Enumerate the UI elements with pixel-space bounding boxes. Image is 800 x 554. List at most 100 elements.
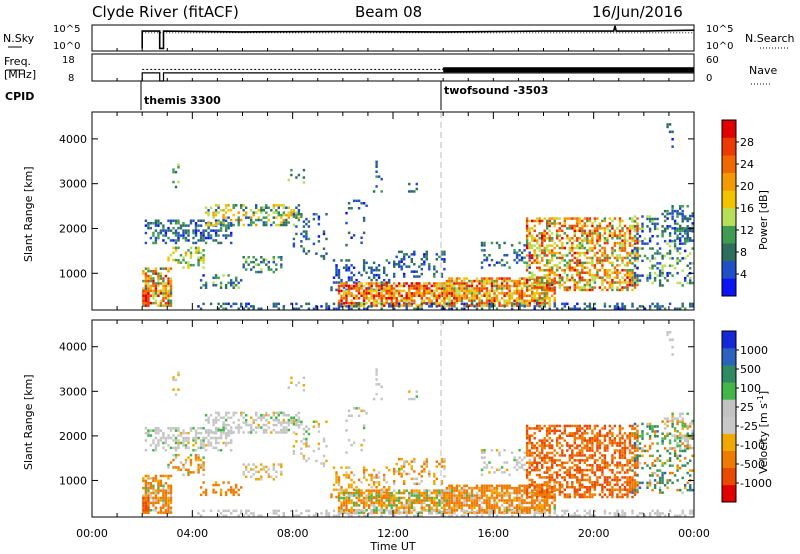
- power-echo-pixel: [578, 237, 581, 240]
- power-echo-pixel: [586, 234, 589, 237]
- power-echo-pixel: [679, 281, 682, 285]
- power-echo-pixel: [573, 269, 576, 272]
- power-echo-pixel: [455, 277, 459, 280]
- power-echo-pixel: [571, 241, 574, 245]
- power-echo-pixel: [337, 307, 341, 310]
- power-echo-pixel: [408, 182, 411, 186]
- velocity-echo-pixel: [568, 486, 571, 489]
- power-echo-pixel: [636, 227, 639, 230]
- power-echo-pixel: [666, 209, 669, 213]
- velocity-echo-pixel: [515, 494, 519, 497]
- power-echo-pixel: [212, 276, 215, 280]
- power-echo-pixel: [383, 269, 386, 272]
- power-echo-pixel: [616, 254, 619, 257]
- power-echo-pixel: [182, 224, 185, 227]
- power-echo-pixel: [408, 299, 411, 302]
- power-echo-pixel: [335, 307, 338, 310]
- velocity-echo-pixel: [184, 444, 188, 447]
- power-echo-pixel: [172, 251, 175, 254]
- velocity-echo-pixel: [556, 473, 559, 477]
- power-echo-pixel: [257, 209, 260, 212]
- velocity-echo-pixel: [292, 449, 296, 453]
- velocity-echo-pixel: [488, 484, 491, 487]
- velocity-echo-pixel: [543, 439, 546, 442]
- velocity-echo-pixel: [563, 454, 566, 457]
- power-echo-pixel: [583, 286, 586, 289]
- power-echo-pixel: [390, 297, 393, 300]
- velocity-echo-pixel: [280, 470, 283, 474]
- velocity-echo-pixel: [493, 496, 496, 500]
- velocity-echo-pixel: [237, 428, 240, 432]
- velocity-echo-pixel: [548, 481, 551, 484]
- velocity-echo-pixel: [367, 493, 371, 496]
- power-echo-pixel: [493, 299, 496, 302]
- power-echo-pixel: [593, 266, 597, 269]
- velocity-echo-pixel: [470, 506, 474, 509]
- power-echo-pixel: [362, 219, 366, 222]
- power-echo-pixel: [443, 284, 446, 288]
- velocity-echo-pixel: [347, 486, 351, 489]
- power-echo-pixel: [608, 232, 612, 235]
- power-echo-pixel: [510, 307, 514, 310]
- power-echo-pixel: [415, 182, 418, 186]
- power-echo-pixel: [528, 299, 531, 302]
- power-echo-pixel: [325, 305, 328, 308]
- power-echo-pixel: [440, 253, 444, 256]
- power-echo-pixel: [327, 305, 331, 308]
- velocity-echo-pixel: [480, 456, 484, 459]
- power-echo-pixel: [425, 284, 428, 288]
- power-echo-pixel: [172, 246, 175, 250]
- power-echo-pixel: [531, 239, 534, 242]
- velocity-echo-pixel: [147, 506, 150, 509]
- power-echo-pixel: [508, 287, 511, 290]
- power-echo-pixel: [164, 267, 168, 270]
- power-echo-pixel: [611, 224, 614, 228]
- velocity-echo-pixel: [546, 427, 549, 430]
- power-echo-pixel: [541, 297, 544, 300]
- power-echo-pixel: [242, 263, 245, 266]
- velocity-echo-pixel: [367, 499, 371, 502]
- power-echo-pixel: [232, 213, 235, 217]
- power-echo-pixel: [169, 304, 173, 307]
- velocity-echo-pixel: [463, 491, 466, 495]
- power-echo-pixel: [438, 287, 441, 290]
- velocity-echo-pixel: [230, 439, 233, 442]
- power-echo-pixel: [626, 239, 629, 242]
- power-echo-pixel: [548, 279, 551, 283]
- power-echo-pixel: [681, 242, 684, 245]
- velocity-echo-pixel: [260, 426, 263, 429]
- power-echo-pixel: [468, 292, 471, 295]
- velocity-echo-pixel: [192, 427, 195, 430]
- power-echo-pixel: [410, 282, 413, 285]
- power-echo-pixel: [563, 232, 566, 235]
- power-echo-pixel: [520, 299, 524, 302]
- power-echo-pixel: [668, 252, 672, 255]
- velocity-echo-pixel: [531, 444, 534, 447]
- power-echo-pixel: [265, 223, 268, 227]
- power-echo-pixel: [571, 273, 574, 277]
- power-echo-pixel: [656, 222, 659, 226]
- power-echo-pixel: [618, 244, 622, 247]
- power-echo-pixel: [568, 237, 571, 240]
- power-echo-pixel: [566, 278, 569, 282]
- velocity-echo-pixel: [553, 489, 556, 492]
- velocity-echo-pixel: [541, 446, 544, 450]
- power-echo-pixel: [282, 206, 285, 209]
- power-echo-pixel: [543, 232, 546, 235]
- power-echo-pixel: [453, 284, 456, 288]
- power-echo-pixel: [676, 229, 679, 233]
- power-echo-pixel: [292, 215, 296, 218]
- velocity-echo-pixel: [250, 468, 253, 471]
- power-echo-pixel: [566, 237, 569, 240]
- velocity-echo-pixel: [413, 477, 416, 481]
- power-echo-pixel: [618, 281, 622, 284]
- power-echo-pixel: [546, 264, 549, 267]
- power-echo-pixel: [593, 217, 597, 220]
- power-echo-pixel: [485, 287, 489, 290]
- power-echo-pixel: [576, 239, 579, 242]
- power-echo-pixel: [628, 273, 632, 277]
- velocity-echo-pixel: [400, 475, 403, 478]
- velocity-echo-pixel: [531, 506, 534, 509]
- power-echo-pixel: [159, 299, 163, 302]
- power-echo-pixel: [300, 240, 303, 243]
